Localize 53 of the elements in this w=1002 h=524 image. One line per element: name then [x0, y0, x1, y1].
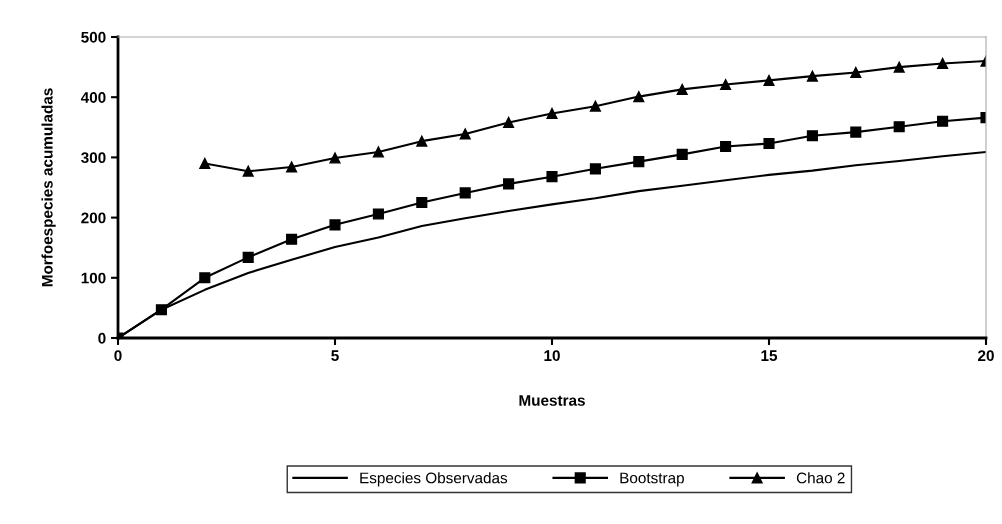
point	[589, 100, 601, 112]
point	[763, 74, 775, 86]
y-axis-title: Morfoespecies acumuladas	[41, 88, 56, 287]
point	[720, 141, 732, 153]
y-tick-label: 300	[81, 152, 106, 164]
x-tick-label: 15	[761, 350, 778, 362]
point	[806, 130, 818, 142]
point	[850, 66, 862, 79]
y-tick-label: 0	[98, 332, 106, 344]
point	[893, 61, 905, 73]
point	[633, 91, 645, 103]
legend-label: Bootstrap	[620, 472, 684, 487]
point	[416, 196, 428, 209]
point	[893, 121, 905, 133]
x-tick-label: 5	[331, 350, 339, 362]
point	[242, 165, 254, 177]
point	[546, 107, 558, 120]
point	[155, 304, 167, 316]
point	[242, 251, 254, 263]
point	[720, 79, 732, 91]
point	[546, 171, 558, 183]
point	[806, 70, 818, 82]
point	[633, 156, 645, 168]
point	[676, 83, 688, 95]
point	[850, 126, 862, 138]
legend-label: Especies Observadas	[360, 472, 508, 487]
point	[763, 137, 775, 150]
point	[937, 115, 949, 127]
x-tick-label: 20	[978, 350, 994, 362]
point	[503, 116, 515, 129]
y-tick-label: 400	[80, 92, 106, 103]
point	[329, 152, 341, 164]
point	[329, 219, 341, 231]
point	[416, 135, 428, 147]
point	[199, 272, 211, 284]
point	[286, 161, 298, 173]
point	[503, 178, 515, 190]
x-axis-title: Muestras	[519, 395, 585, 406]
point	[937, 57, 949, 70]
point	[589, 163, 601, 175]
point	[286, 233, 298, 245]
x-tick-label: 0	[114, 350, 122, 362]
point	[199, 157, 211, 169]
point	[459, 187, 471, 199]
point	[676, 148, 688, 160]
y-tick-label: 100	[81, 272, 106, 284]
x-tick-label: 10	[544, 350, 560, 362]
legend-label: Chao 2	[796, 472, 845, 484]
y-tick-label: 200	[81, 212, 106, 224]
point	[372, 146, 384, 158]
point	[459, 128, 471, 140]
point	[372, 208, 384, 220]
y-tick-label: 500	[81, 31, 106, 43]
